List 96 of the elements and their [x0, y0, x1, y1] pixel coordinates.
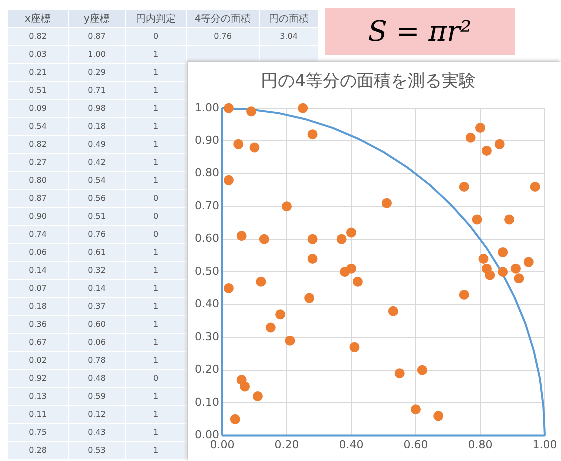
text: 0.56: [88, 194, 106, 203]
category-label: 4等分の面積: [186, 10, 260, 28]
text: 0.07: [29, 284, 47, 293]
text: 0.42: [88, 158, 106, 167]
text: 0.29: [88, 68, 106, 77]
x-tick-label: 0.20: [274, 438, 300, 452]
chart-title: 円の4等分の面積を測る実験: [261, 72, 476, 92]
y-tick-label: 0.60: [194, 232, 220, 246]
text: 0.36: [29, 320, 47, 329]
text: 1: [153, 248, 159, 257]
text: 1: [153, 446, 159, 455]
text: 0.18: [88, 122, 106, 131]
text: 0.49: [88, 140, 106, 149]
text: 0.60: [88, 320, 106, 329]
text: 0.02: [29, 356, 47, 365]
text: 0: [153, 374, 159, 383]
text: 1: [153, 86, 159, 95]
text: 0.09: [29, 104, 47, 113]
text: 1: [153, 338, 159, 347]
y-tick-label: 0.20: [194, 363, 220, 376]
y-tick-label: 0.90: [194, 134, 220, 147]
text: 1: [153, 122, 159, 131]
text: 1: [153, 266, 159, 275]
text: 1.00: [88, 50, 106, 59]
text: 0.51: [29, 86, 47, 95]
text: 1: [153, 410, 159, 419]
text: 0.21: [29, 68, 47, 77]
text: 0.76: [214, 32, 232, 41]
text: 0.92: [29, 374, 47, 383]
text: 0.61: [88, 248, 106, 257]
text: 1: [153, 68, 159, 77]
text: 1: [153, 140, 159, 149]
text: 0.48: [88, 374, 106, 383]
text: 0.90: [29, 212, 47, 221]
y-tick-label: 0.40: [194, 298, 220, 311]
text: 0.27: [29, 158, 47, 167]
text: 1: [153, 302, 159, 311]
category-label: 円の面積: [260, 10, 318, 28]
text: 1: [153, 50, 159, 59]
text: 0.28: [29, 446, 47, 455]
category-label: x座標: [8, 10, 68, 28]
text: S = πr²: [325, 8, 515, 55]
text: 0.51: [88, 212, 106, 221]
text: 1: [153, 176, 159, 185]
text: 0.06: [88, 338, 106, 347]
text: 0.74: [29, 230, 47, 239]
y-tick-label: 0.10: [194, 396, 220, 409]
category-label: 円内判定: [126, 10, 186, 28]
text: 0.67: [29, 338, 47, 347]
text: 0: [153, 230, 159, 239]
text: 0: [153, 194, 159, 203]
text: 0.13: [29, 392, 47, 401]
text: 1: [153, 158, 159, 167]
text: 0.87: [88, 32, 106, 41]
text: 0.43: [88, 428, 106, 437]
y-tick-label: 0.50: [194, 264, 220, 278]
x-tick-label: 0.40: [339, 438, 364, 452]
text: 0.87: [29, 194, 47, 203]
text: 1: [153, 356, 159, 365]
y-tick-label: 0.80: [194, 166, 220, 180]
text: 0.37: [88, 302, 106, 311]
x-tick-label: 1.00: [532, 438, 558, 452]
text: 0.14: [88, 284, 106, 293]
text: 0.11: [29, 410, 47, 419]
text: 0.03: [29, 50, 47, 59]
x-tick-label: 0.80: [468, 438, 493, 452]
text: 0.54: [88, 176, 106, 185]
text: 1: [153, 284, 159, 293]
text: 0.18: [29, 302, 47, 311]
text: 1: [153, 392, 159, 401]
y-tick-label: 0.70: [194, 199, 220, 212]
text: 0.32: [88, 266, 106, 275]
text: 0.98: [88, 104, 106, 113]
y-tick-label: 1.00: [194, 101, 220, 114]
text: 0.53: [88, 446, 106, 455]
text: 0.54: [29, 122, 47, 131]
text: 0: [153, 32, 159, 41]
text: 0.59: [88, 392, 106, 401]
text: 0.14: [29, 266, 47, 275]
x-tick-label: 0.60: [404, 438, 428, 452]
category-label: y座標: [68, 10, 126, 28]
text: 0.80: [29, 176, 47, 185]
text: 0.76: [88, 230, 106, 239]
text: 3.04: [280, 32, 298, 41]
text: 0.06: [29, 248, 47, 257]
text: 0.71: [88, 86, 106, 95]
text: 1: [153, 320, 159, 329]
text: 0.82: [29, 32, 47, 41]
y-tick-label: 0.30: [194, 330, 220, 344]
text: 0.12: [88, 410, 106, 419]
text: 1: [153, 428, 159, 437]
text: 0: [153, 212, 159, 221]
text: 1: [153, 104, 159, 113]
text: 0.78: [88, 356, 106, 365]
text: 0.82: [29, 140, 47, 149]
text: 0.75: [29, 428, 47, 437]
